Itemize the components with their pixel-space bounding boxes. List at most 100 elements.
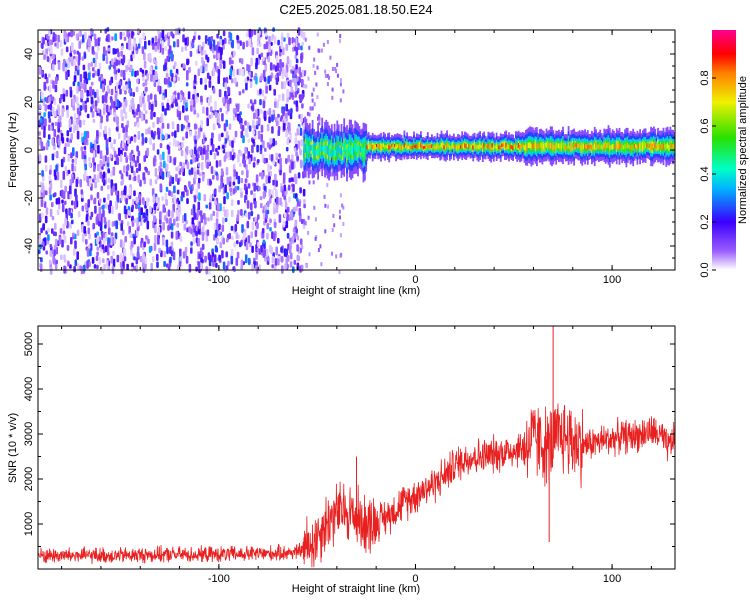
spectrogram-cell [181,46,184,53]
spectrogram-cell [592,145,595,150]
spectrogram-cell [219,241,223,249]
spectrogram-cell [91,111,95,118]
spectrogram-cell [81,233,85,243]
spectrogram-cell [115,190,118,196]
spectrogram-cell [97,235,100,242]
spectrogram-cell [314,70,317,75]
spectrogram-cell [190,188,193,195]
spectrogram-cell [275,246,278,256]
spectrogram-cell [86,89,89,97]
spectrogram-cell [238,91,242,96]
spectrogram-cell [174,130,177,138]
spectrogram-cell [238,67,242,76]
spectrogram-cell [443,145,446,150]
spectrogram-cell [173,90,177,96]
spectrogram-cell [136,70,139,76]
spectrogram-cell [300,244,304,250]
spectrogram-cell [40,227,43,234]
spectrogram-cell [125,171,129,177]
spectrogram-cell [137,174,140,184]
spectrogram-cell [250,29,254,37]
spectrogram-cell [328,75,330,80]
spectrogram-cell [195,188,199,196]
spectrogram-cell [161,47,165,55]
spectrogram-cell [454,145,457,149]
spectrogram-cell [541,144,544,150]
spectrogram-cell [275,152,278,158]
spectrogram-cell [339,98,342,103]
spectrogram-cell [631,145,633,151]
spectrogram-cell [339,193,342,198]
spectrogram-cell [275,55,279,63]
spectrogram-cell [304,37,307,42]
spectrogram-cell [494,145,497,149]
spectrogram-cell [97,37,100,47]
spectrogram-cell [621,145,624,150]
spectrogram-cell [176,197,180,202]
spectrogram-cell [130,43,134,52]
spectrogram-cell [225,265,229,271]
spectrogram-cell [228,57,232,65]
spectrogram-cell [225,251,228,258]
spectrogram-cell [243,159,246,168]
spectrogram-cell [658,143,661,149]
spectrogram-cell [339,148,341,155]
spectrogram-cell [120,173,124,180]
spectrogram-cell [97,163,100,172]
spectrogram-cell [196,208,200,218]
spectrogram-cell [242,89,245,94]
spectrogram-cell [228,181,232,187]
spectrogram-cell [258,27,261,32]
spectrogram-cell [102,53,105,62]
spectrogram-cell [45,49,48,55]
spectrogram-cell [68,207,71,216]
spectrogram-cell [280,41,283,50]
spectrogram-cell [169,81,172,88]
spectrogram-cell [54,222,57,230]
spectrogram-cell [173,194,176,204]
spectrogram-cell [294,91,297,98]
spectrogram-cell [519,145,521,150]
spectrogram-cell [127,135,130,145]
spectrogram-cell [620,143,622,148]
spectrogram-cell [304,116,307,121]
spectrogram-cell [544,145,547,150]
spectrogram-cell [573,144,575,150]
spectrogram-cell [82,64,86,71]
spectrogram-cell [495,144,498,149]
spectrogram-cell [138,194,141,200]
spectrogram-cell [288,246,292,254]
spectrogram-cell [212,39,216,48]
spectrogram-cell [119,170,122,175]
spectrogram-cell [216,238,219,244]
spectrogram-cell [73,124,77,131]
spectrogram-cell [41,70,44,75]
spectrogram-cell [64,166,68,172]
spectrogram-cell [234,224,238,232]
spectrogram-cell [96,246,99,251]
spectrogram-cell [196,98,199,103]
spectrogram-cell [208,257,212,267]
spectrogram-cell [57,61,61,70]
spectrogram-cell [122,70,126,79]
spectrogram-cell [293,193,296,199]
spectrogram-cell [98,76,101,82]
spectrogram-cell [661,144,663,149]
spectrogram-cell [215,148,218,153]
spectrogram-cell [245,241,249,251]
spectrogram-cell [297,140,301,149]
spectrogram-cell [285,158,288,164]
spectrogram-cell [289,111,293,120]
spectrogram-cell [132,53,135,59]
spectrogram-cell [294,54,298,60]
spectrogram-cell [260,52,264,58]
spectrogram-cell [97,108,100,114]
spectrogram-cell [248,71,251,76]
spectrogram-cell [109,200,112,207]
spectrogram-cell [57,34,60,43]
spectrogram-cell [648,143,651,148]
spectrogram-cell [287,184,291,191]
spectrogram-cell [195,266,198,272]
spectrogram-cell [318,116,321,121]
spectrogram-cell [435,146,437,149]
